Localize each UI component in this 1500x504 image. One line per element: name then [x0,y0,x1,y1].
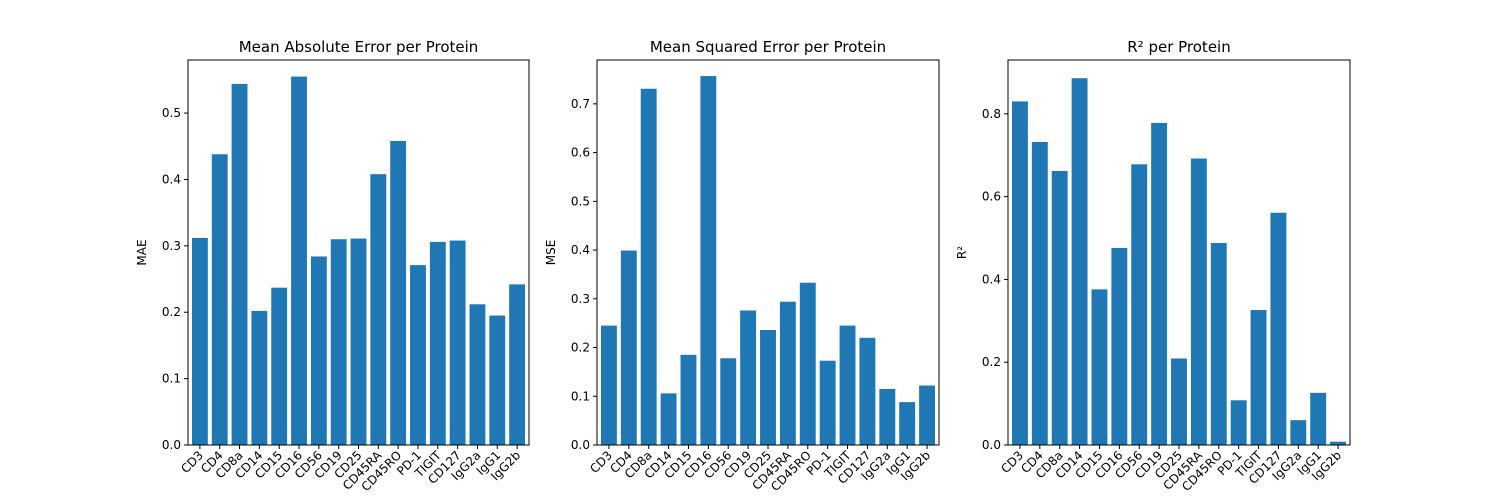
y-tick-label: 0.6 [982,190,1001,204]
bar-IgG2b [919,385,936,445]
y-axis-label: MAE [135,239,149,265]
bar-CD15 [271,287,288,445]
chart-title: Mean Squared Error per Protein [650,38,886,56]
bar-IgG2b [1330,441,1347,445]
bar-CD25 [1171,358,1187,445]
chart-title: Mean Absolute Error per Protein [239,38,479,56]
bar-PD-1 [410,265,426,445]
chart-panel-2: 0.00.10.20.30.40.50.60.7CD3CD4CD8aCD14CD… [544,38,940,494]
bar-CD4 [211,154,228,446]
y-tick-label: 0.2 [162,305,181,319]
bar-CD127 [859,337,876,445]
bar-CD19 [1151,122,1168,445]
bar-CD16 [1111,247,1128,445]
bar-CD25 [350,238,367,445]
bar-CD3 [1011,101,1028,445]
y-tick-label: 0.2 [982,355,1001,369]
y-tick-label: 0.6 [571,146,590,160]
bar-CD19 [330,239,347,445]
y-tick-label: 0.4 [982,272,1001,286]
y-tick-label: 0.3 [571,292,590,306]
bar-CD45RA [370,174,387,445]
bar-CD127 [1270,212,1287,445]
bar-CD15 [1091,289,1108,445]
y-tick-label: 0.8 [982,107,1001,121]
bar-CD15 [680,354,697,445]
y-tick-label: 0.2 [571,341,590,355]
y-tick-label: 0.7 [571,97,590,111]
bar-CD127 [449,240,466,445]
bar-CD45RO [799,282,816,445]
y-tick-label: 0.4 [162,172,181,186]
bar-CD4 [1031,141,1048,445]
bar-CD14 [660,393,677,445]
y-tick-label: 0.4 [571,243,590,257]
bar-CD25 [760,329,776,445]
bar-CD56 [310,256,327,445]
bar-CD45RO [1210,242,1227,445]
chart-title: R² per Protein [1127,38,1230,56]
bar-CD16 [291,76,307,446]
bar-CD8a [1051,170,1068,446]
bar-CD4 [620,250,637,445]
bar-CD45RA [779,301,796,445]
bar-TIGIT [1250,310,1267,445]
bar-IgG2a [879,388,896,445]
bar-PD-1 [819,360,836,445]
bar-CD19 [740,310,757,445]
bar-TIGIT [429,241,446,445]
chart-panel-1: 0.00.10.20.30.40.5CD3CD4CD8aCD14CD15CD16… [135,38,530,494]
bar-IgG1 [899,402,916,445]
y-tick-label: 0.5 [571,194,590,208]
bar-PD-1 [1230,400,1247,445]
y-axis-label: MSE [544,240,558,266]
y-tick-label: 0.1 [571,389,590,403]
bar-CD45RO [390,140,407,445]
bar-CD56 [720,358,737,445]
bar-CD16 [700,76,717,445]
y-tick-label: 0.0 [571,438,590,452]
y-tick-label: 0.0 [982,438,1001,452]
bar-CD56 [1131,164,1148,446]
bar-CD8a [231,83,248,446]
y-tick-label: 0.0 [162,438,181,452]
bar-CD14 [1071,78,1088,445]
bar-TIGIT [839,325,856,445]
bar-IgG1 [489,315,506,445]
bar-CD3 [600,325,617,445]
y-tick-label: 0.3 [162,239,181,253]
bar-CD45RA [1190,158,1207,445]
bar-IgG2a [469,304,486,445]
bar-CD3 [191,237,208,445]
bar-IgG2b [509,284,526,445]
bar-IgG2a [1290,420,1307,445]
bar-IgG1 [1310,392,1327,445]
y-axis-label: R² [955,246,969,259]
bar-CD14 [251,310,268,445]
chart-panel-3: 0.00.20.40.60.8CD3CD4CD8aCD14CD15CD16CD5… [955,38,1351,494]
y-tick-label: 0.5 [162,106,181,120]
bar-CD8a [640,88,657,445]
y-tick-label: 0.1 [162,372,181,386]
